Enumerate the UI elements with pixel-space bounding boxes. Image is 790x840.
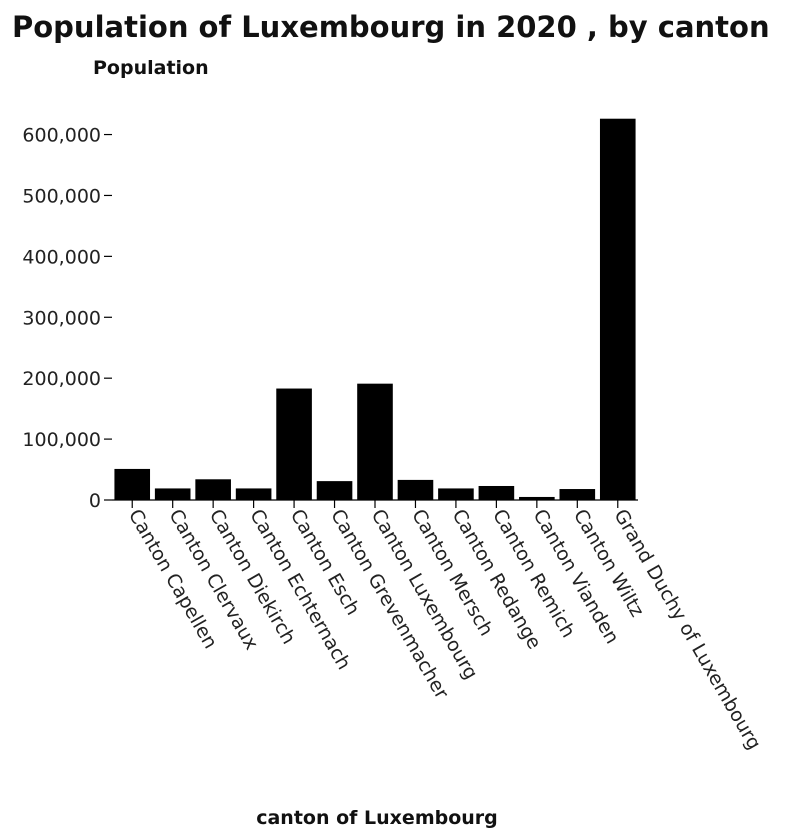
y-tick-label: 200,000: [22, 368, 101, 390]
bar: [276, 388, 312, 500]
bar: [195, 479, 231, 500]
chart-title: Population of Luxembourg in 2020 , by ca…: [12, 10, 770, 44]
bar: [397, 479, 434, 500]
bar: [438, 488, 474, 500]
bar: [154, 488, 191, 500]
y-tick-label: 600,000: [22, 125, 101, 147]
bar: [316, 481, 353, 500]
y-tick-label: 0: [89, 490, 101, 512]
bar: [559, 489, 596, 500]
y-tick-label: 400,000: [22, 246, 101, 268]
bar: [478, 485, 515, 500]
bars: [114, 118, 636, 500]
x-axis-label: canton of Luxembourg: [256, 807, 498, 829]
bar: [519, 496, 555, 500]
y-tick-label: 100,000: [22, 429, 101, 451]
y-tick-label: 500,000: [22, 185, 101, 207]
bar: [357, 383, 393, 500]
y-axis: 0 100,000 200,000 300,000 400,000 500,000 600,…: [22, 125, 112, 512]
bar: [235, 488, 272, 500]
y-tick-label: 300,000: [22, 307, 101, 329]
bar: [599, 118, 636, 500]
bar: [114, 468, 151, 500]
x-tick-label: Grand Duchy of Luxembourg: [609, 506, 765, 754]
y-axis-label: Population: [93, 57, 209, 79]
